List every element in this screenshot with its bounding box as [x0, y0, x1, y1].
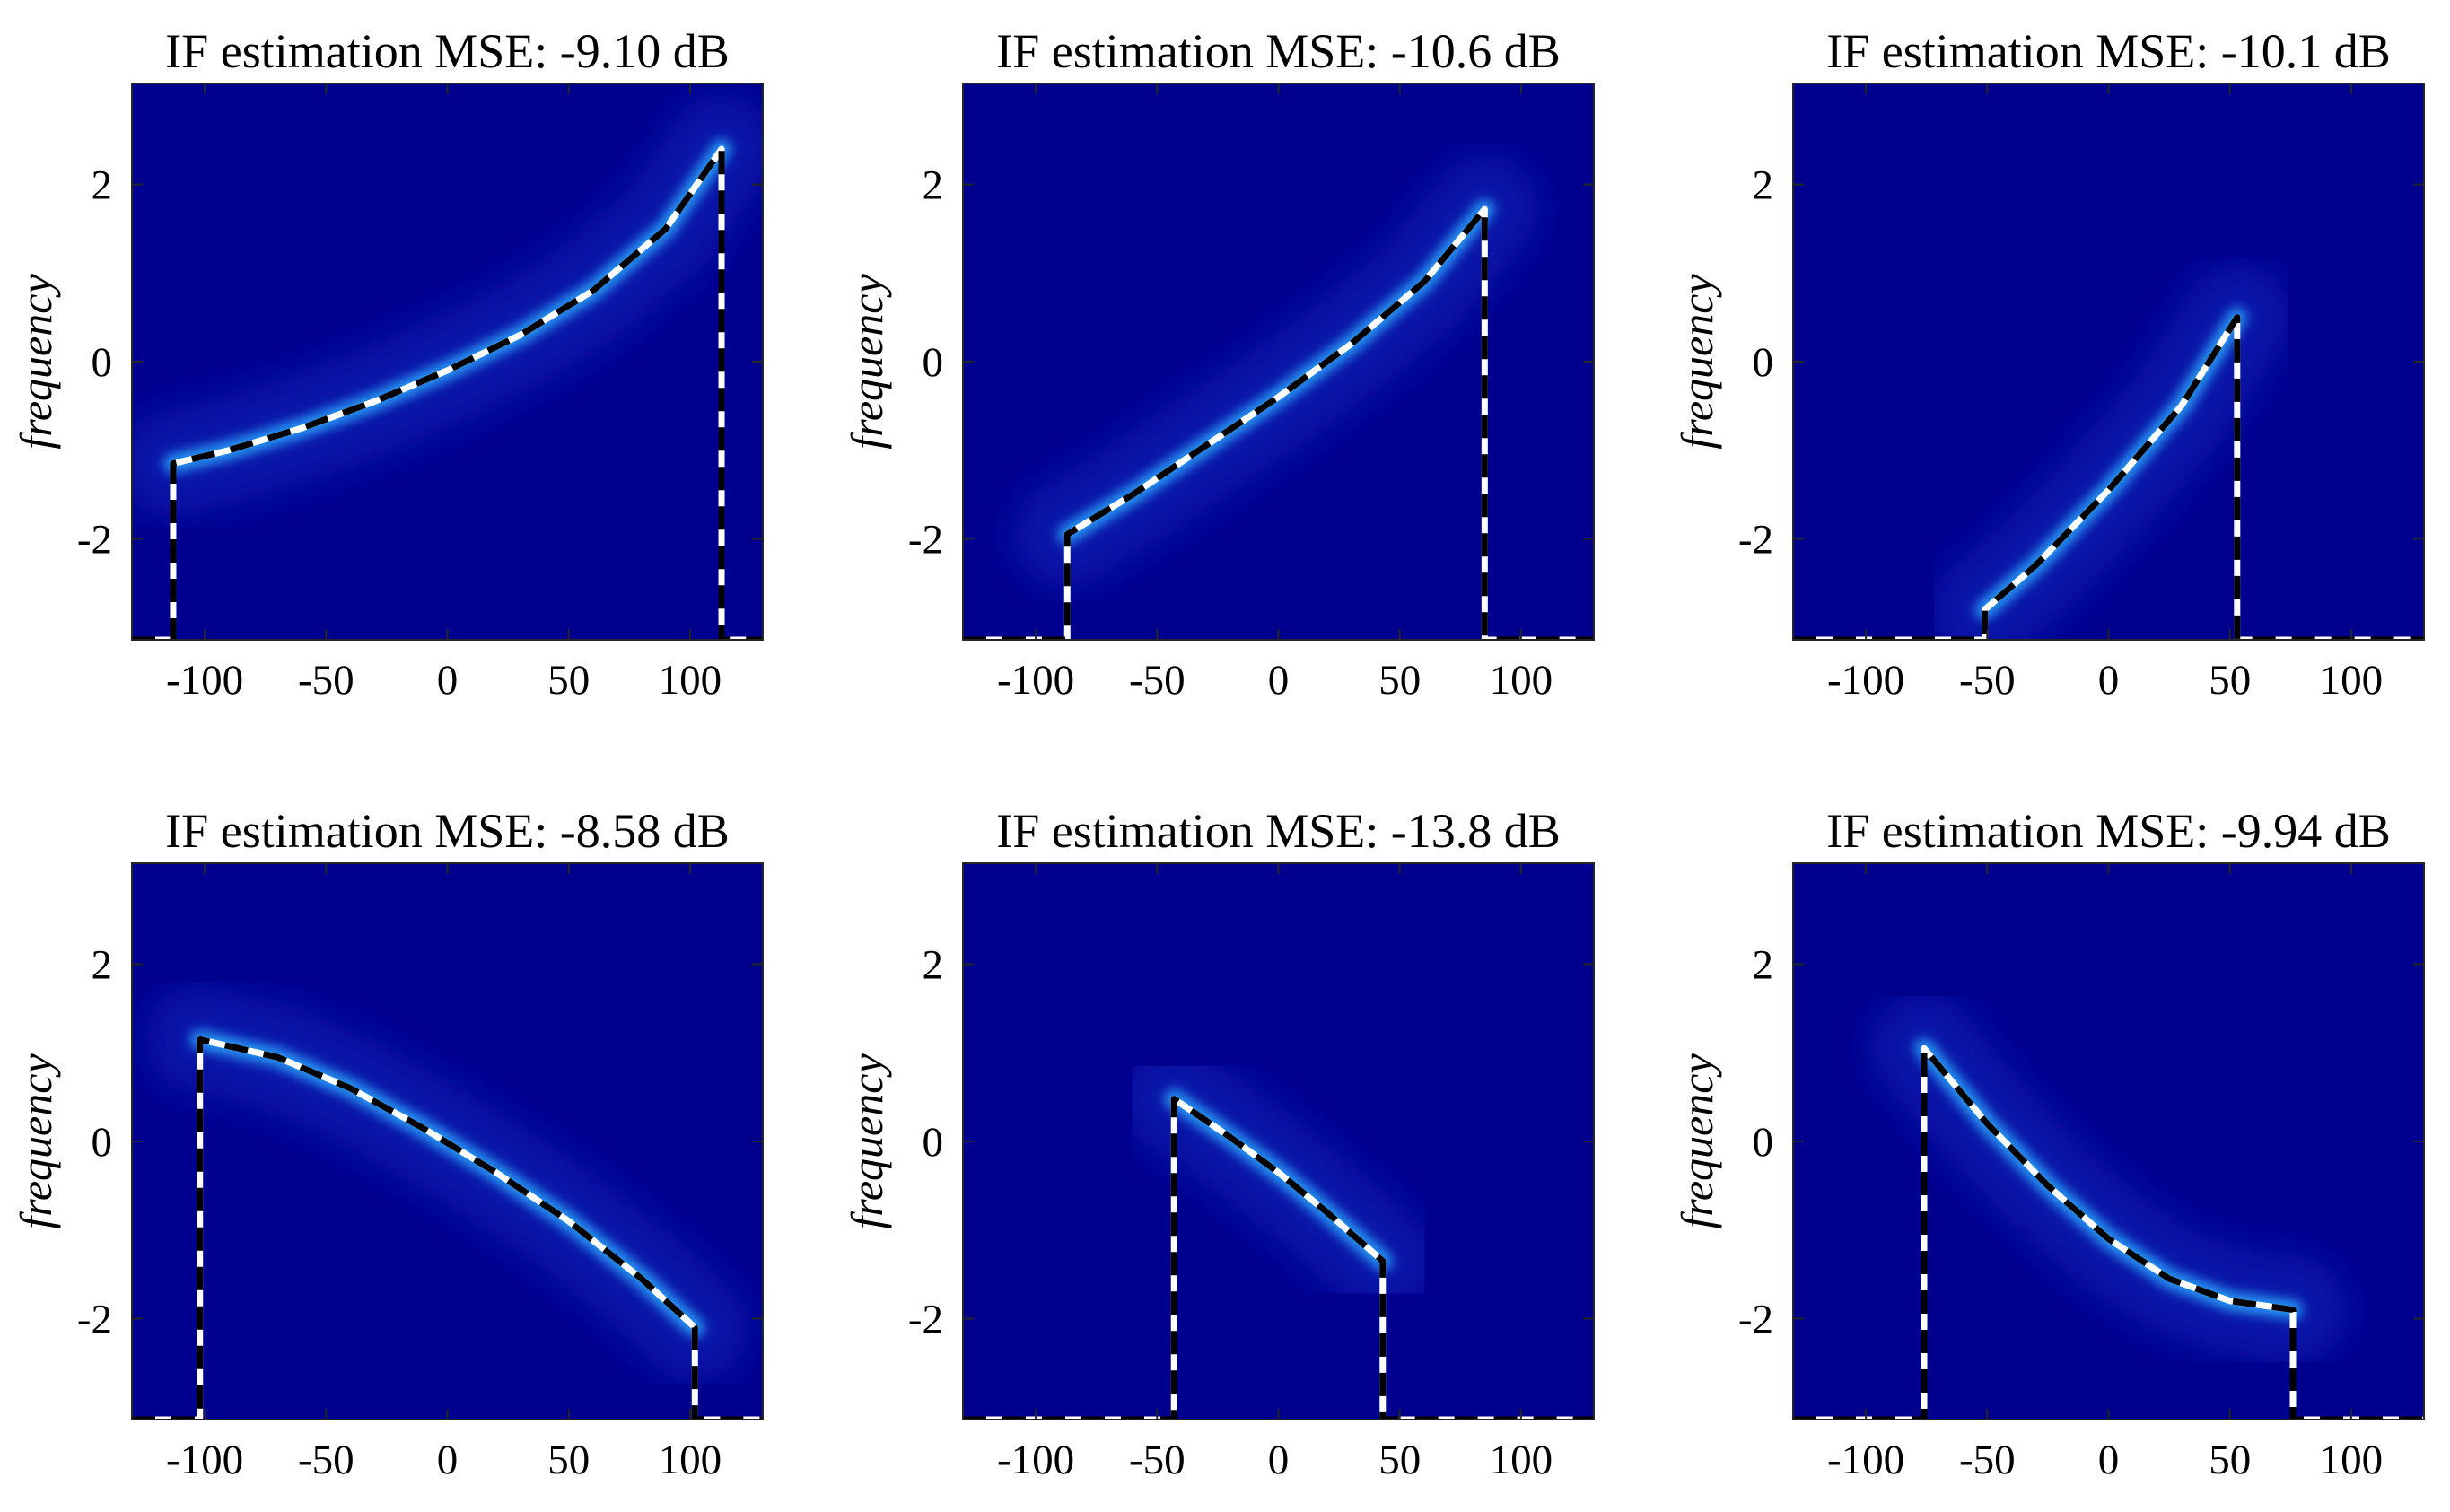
x-tick-label: -50 [1959, 657, 2016, 704]
y-tick-label: 2 [92, 162, 113, 209]
y-tick-label: -2 [77, 1296, 112, 1342]
y-tick-label: 0 [92, 1119, 113, 1166]
x-tick-label: 0 [2098, 1437, 2120, 1483]
x-tick-label: -50 [298, 657, 354, 704]
x-tick-label: 100 [659, 657, 722, 704]
x-tick-label: -100 [1827, 657, 1904, 704]
x-tick-label: 0 [437, 657, 459, 704]
x-tick-label: 50 [547, 1437, 590, 1483]
y-tick-label: -2 [908, 1296, 943, 1342]
y-tick-label: 0 [923, 339, 944, 386]
x-tick-label: 50 [2209, 657, 2251, 704]
y-tick-label: 0 [92, 339, 113, 386]
subplot-title: IF estimation MSE: -9.10 dB [165, 24, 730, 78]
x-tick-label: -100 [166, 657, 243, 704]
y-axis-label: frequency [842, 274, 892, 450]
y-tick-label: 0 [1753, 1119, 1774, 1166]
x-tick-label: -50 [1959, 1437, 2016, 1483]
x-tick-label: 100 [1490, 1437, 1553, 1483]
if-estimate-dashes [963, 205, 1594, 640]
y-axis-label: frequency [11, 274, 61, 450]
y-tick-label: 2 [1753, 942, 1774, 989]
y-tick-label: -2 [908, 516, 943, 563]
x-tick-label: 100 [659, 1437, 722, 1483]
x-tick-label: 0 [437, 1437, 459, 1483]
x-tick-label: 100 [2320, 1437, 2384, 1483]
x-tick-label: 50 [1378, 1437, 1421, 1483]
subplot-5: -100 -50 0 50 100 -2 0 2 frequency IF estimation … [842, 804, 1595, 1483]
x-tick-label: 0 [2098, 657, 2120, 704]
x-tick-label: -100 [1827, 1437, 1904, 1483]
subplot-title: IF estimation MSE: -8.58 dB [165, 804, 730, 858]
y-tick-label: 2 [92, 942, 113, 989]
y-tick-label: 2 [1753, 162, 1774, 209]
x-tick-label: 50 [547, 657, 590, 704]
x-tick-label: 0 [1268, 657, 1290, 704]
subplot-4: -100 -50 0 50 100 -2 0 2 frequency IF estimation … [11, 804, 764, 1483]
subplot-2: -100 -50 0 50 100 -2 0 2 frequency IF estimation … [842, 24, 1595, 704]
x-tick-label: -100 [997, 1437, 1074, 1483]
subplot-1: -100 -50 0 50 100 -2 0 2 frequency IF estimation … [11, 24, 764, 704]
subplot-title: IF estimation MSE: -10.1 dB [1826, 24, 2391, 78]
if-estimate-dashes [963, 1096, 1594, 1420]
subplot-title: IF estimation MSE: -13.8 dB [996, 804, 1561, 858]
x-tick-label: 0 [1268, 1437, 1290, 1483]
if-estimate-dashes [1793, 1044, 2424, 1420]
y-axis-label: frequency [1672, 1053, 1722, 1229]
x-tick-label: -50 [1129, 657, 1186, 704]
y-axis-label: frequency [1672, 274, 1722, 450]
y-tick-label: 0 [1753, 339, 1774, 386]
x-tick-label: -100 [166, 1437, 243, 1483]
x-tick-label: 50 [1378, 657, 1421, 704]
y-axis-label: frequency [11, 1053, 61, 1229]
if-estimate-dashes [132, 145, 763, 640]
y-tick-label: -2 [77, 516, 112, 563]
x-tick-label: -50 [1129, 1437, 1186, 1483]
y-tick-label: -2 [1738, 1296, 1773, 1342]
if-estimate-dashes [132, 1036, 763, 1420]
y-tick-label: 0 [923, 1119, 944, 1166]
x-tick-label: -50 [298, 1437, 354, 1483]
x-tick-label: 100 [2320, 657, 2384, 704]
x-tick-label: 100 [1490, 657, 1553, 704]
x-tick-label: 50 [2209, 1437, 2251, 1483]
y-tick-label: 2 [923, 942, 944, 989]
subplot-title: IF estimation MSE: -10.6 dB [996, 24, 1561, 78]
subplot-3: -100 -50 0 50 100 -2 0 2 frequency IF estimation … [1672, 24, 2425, 704]
subplot-6: -100 -50 0 50 100 -2 0 2 frequency IF estimation … [1672, 804, 2425, 1483]
y-axis-label: frequency [842, 1053, 892, 1229]
if-estimate-dashes [1793, 314, 2424, 640]
y-tick-label: 2 [923, 162, 944, 209]
x-tick-label: -100 [997, 657, 1074, 704]
subplot-title: IF estimation MSE: -9.94 dB [1826, 804, 2391, 858]
y-tick-label: -2 [1738, 516, 1773, 563]
